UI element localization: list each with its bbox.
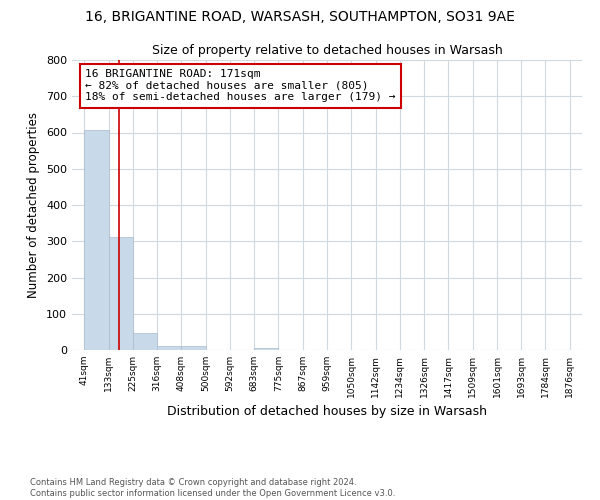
Text: 16 BRIGANTINE ROAD: 171sqm
← 82% of detached houses are smaller (805)
18% of sem: 16 BRIGANTINE ROAD: 171sqm ← 82% of deta…	[85, 69, 396, 102]
Bar	[133, 332, 157, 350]
Text: 16, BRIGANTINE ROAD, WARSASH, SOUTHAMPTON, SO31 9AE: 16, BRIGANTINE ROAD, WARSASH, SOUTHAMPTO…	[85, 10, 515, 24]
Bar	[181, 346, 206, 350]
Bar	[254, 348, 278, 350]
Bar	[157, 346, 181, 350]
Text: Contains HM Land Registry data © Crown copyright and database right 2024.
Contai: Contains HM Land Registry data © Crown c…	[30, 478, 395, 498]
Title: Size of property relative to detached houses in Warsash: Size of property relative to detached ho…	[152, 44, 502, 58]
X-axis label: Distribution of detached houses by size in Warsash: Distribution of detached houses by size …	[167, 406, 487, 418]
Y-axis label: Number of detached properties: Number of detached properties	[28, 112, 40, 298]
Bar	[84, 130, 109, 350]
Bar	[109, 238, 133, 350]
